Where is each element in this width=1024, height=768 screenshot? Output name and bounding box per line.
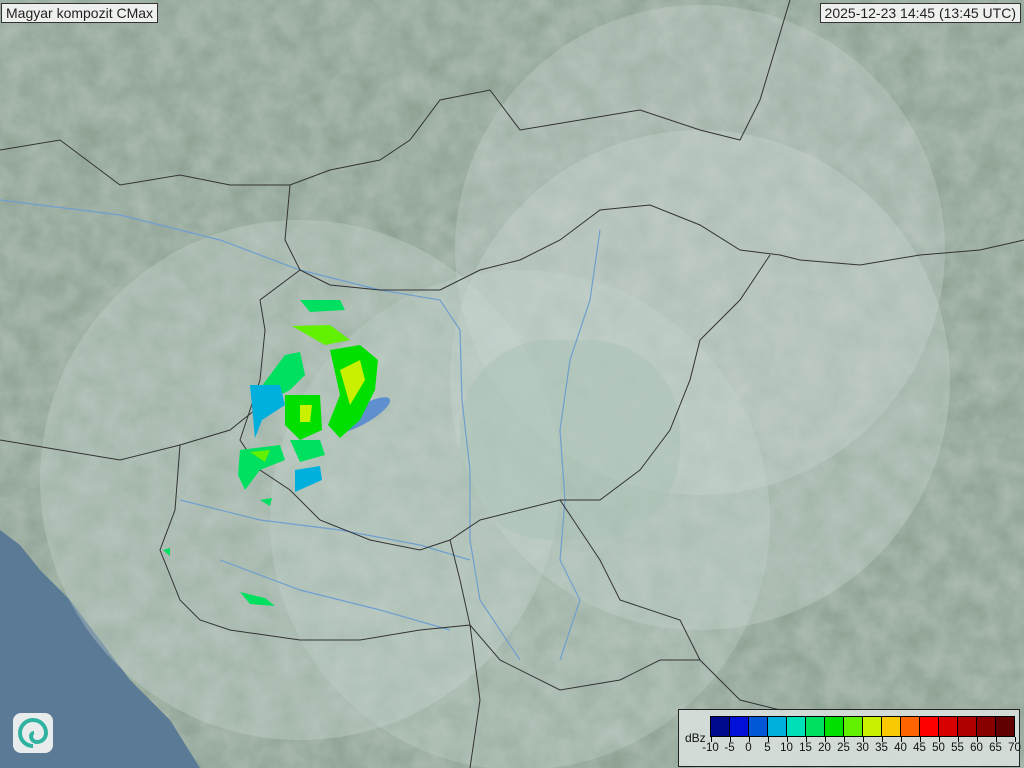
legend-tick-label: 55 [951, 742, 964, 754]
legend-color-cell [882, 717, 901, 736]
legend-tick-mark [729, 737, 731, 742]
legend-tick-mark [767, 737, 769, 742]
radar-echoes [163, 300, 378, 606]
legend-tick-label: 65 [989, 742, 1002, 754]
legend-color-cell [825, 717, 844, 736]
legend-tick-mark [957, 737, 959, 742]
legend-color-cell [844, 717, 863, 736]
legend-color-cell [977, 717, 996, 736]
dbz-legend: dBz -10 -5 0 5 10 15 20 25 30 35 40 45 50 55 60 65 70 [678, 709, 1021, 767]
legend-tick-label: 25 [837, 742, 850, 754]
radar-coverage-south [270, 270, 770, 768]
legend-color-cell [958, 717, 977, 736]
timestamp: 2025-12-23 14:45 (13:45 UTC) [819, 3, 1021, 23]
legend-color-cell [768, 717, 787, 736]
legend-color-cell [806, 717, 825, 736]
legend-tick-label: -10 [702, 742, 719, 754]
legend-tick-label: 50 [932, 742, 945, 754]
legend-tick-mark [710, 737, 712, 742]
legend-color-cell [920, 717, 939, 736]
legend-color-cell [787, 717, 806, 736]
legend-tick-label: 40 [894, 742, 907, 754]
legend-tick-mark [938, 737, 940, 742]
legend-tick-label: 5 [764, 742, 771, 754]
legend-tick-mark [976, 737, 978, 742]
legend-tick-label: 30 [856, 742, 869, 754]
legend-color-cell [749, 717, 768, 736]
legend-tick-label: 70 [1008, 742, 1021, 754]
legend-tick-mark [805, 737, 807, 742]
legend-tick-mark [919, 737, 921, 742]
hungary-plain [460, 340, 680, 540]
legend-color-cell [939, 717, 958, 736]
legend-color-cell [996, 717, 1014, 736]
adriatic-sea [0, 530, 200, 768]
legend-color-cell [863, 717, 882, 736]
legend-tick-mark [1014, 737, 1016, 742]
legend-tick-label: 10 [780, 742, 793, 754]
rivers [0, 199, 601, 661]
legend-tick-label: 45 [913, 742, 926, 754]
legend-tick-label: 0 [745, 742, 752, 754]
legend-tick-mark [900, 737, 902, 742]
legend-tick-mark [786, 737, 788, 742]
product-title: Magyar kompozit CMax [1, 3, 159, 23]
swirl-logo-icon [13, 713, 53, 753]
radar-coverage-north [455, 5, 945, 495]
legend-tick-mark [995, 737, 997, 742]
legend-tick-label: 60 [970, 742, 983, 754]
legend-tick-mark [824, 737, 826, 742]
legend-tick-label: 35 [875, 742, 888, 754]
legend-tick-mark [843, 737, 845, 742]
legend-tick-mark [748, 737, 750, 742]
legend-color-cell [711, 717, 730, 736]
legend-tick-mark [881, 737, 883, 742]
color-scale-bar [710, 716, 1015, 737]
legend-tick-label: -5 [724, 742, 735, 754]
legend-tick-label: 15 [799, 742, 812, 754]
legend-unit: dBz [685, 731, 706, 745]
legend-color-cell [901, 717, 920, 736]
legend-tick-mark [862, 737, 864, 742]
legend-color-cell [730, 717, 749, 736]
legend-tick-label: 20 [818, 742, 831, 754]
radar-coverage-east [450, 130, 950, 630]
